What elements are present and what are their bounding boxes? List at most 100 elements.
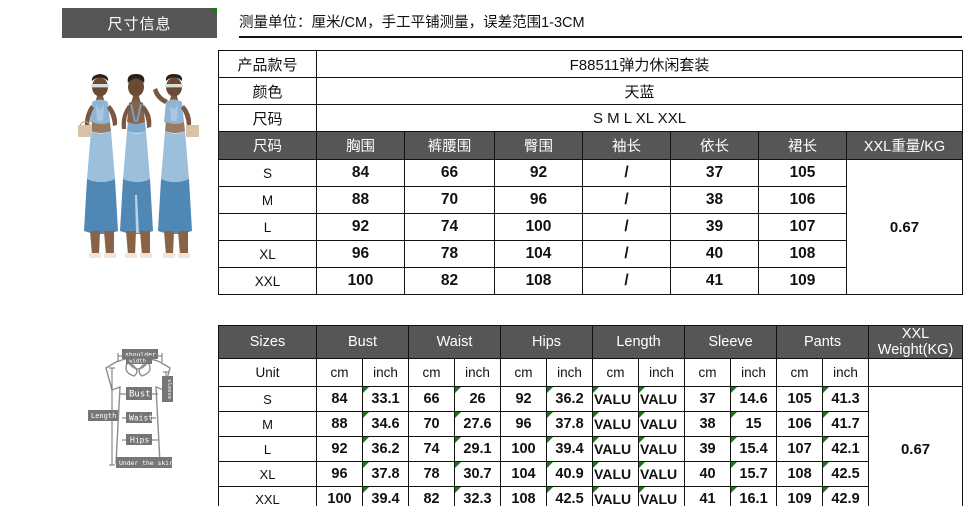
green-flag-icon	[593, 387, 600, 393]
table-unit-row: Unit cm inch cm inch cm inch cm inch cm …	[218, 358, 964, 387]
header-waist: 裤腰围	[404, 131, 495, 160]
cell-length-cm: VALU	[592, 411, 640, 437]
cell-pants-inch: 41.3	[822, 386, 870, 412]
table-header-row: Sizes Bust Waist Hips Length Sleeve Pant…	[218, 325, 964, 359]
cell-hips-inch: 37.8	[546, 411, 594, 437]
cell-pants-cm: 105	[776, 386, 824, 412]
diagram-label-shoulder-width: width	[129, 359, 146, 365]
table-row: S 84 33.1 66 26 92 36.2 VALU VALU 37 14.…	[218, 386, 964, 506]
cell-skirt: 109	[758, 267, 847, 295]
diagram-label-sleeve: sleeve	[166, 379, 172, 400]
cell-sleeve: /	[582, 159, 671, 187]
diagram-label-bust: Bust	[129, 390, 151, 400]
header-bust: 胸围	[316, 131, 405, 160]
cell-pants-cm: 108	[776, 461, 824, 487]
unit-inch: inch	[546, 358, 594, 387]
cell-bust-cm: 88	[316, 411, 363, 437]
unit-cm: cm	[776, 358, 824, 387]
measurement-diagram: shoulder width Bust Waist Hips Length sl…	[62, 332, 214, 502]
green-flag-icon	[455, 462, 462, 468]
cell-length-cm: VALU	[592, 486, 640, 506]
cell-size: XL	[218, 240, 317, 268]
green-flag-icon	[639, 487, 646, 493]
cell-waist: 82	[404, 267, 495, 295]
cell-sleeve-cm: 37	[684, 386, 732, 412]
cell-hips-inch: 36.2	[546, 386, 594, 412]
green-flag-icon	[547, 487, 554, 493]
cell-size: S	[218, 159, 317, 187]
cell-size: L	[218, 436, 317, 462]
cell-length-inch: VALU	[638, 461, 686, 487]
table-row: L 92 36.2 74 29.1 100 39.4 VALU VALU 39 …	[218, 436, 963, 462]
cell-hips-cm: 96	[500, 411, 548, 437]
cell-pants-inch: 42.9	[822, 486, 870, 506]
green-flag-icon	[363, 387, 369, 393]
cell-length-cm: VALU	[592, 386, 640, 412]
cell-skirt: 107	[758, 213, 847, 241]
cell-sleeve-inch: 15	[730, 411, 778, 437]
green-flag-icon	[639, 387, 646, 393]
cell-xxl-weight: 0.67	[868, 386, 964, 506]
cell-sleeve-inch: 15.4	[730, 436, 778, 462]
cell-waist-inch: 27.6	[454, 411, 502, 437]
green-flag-icon	[547, 412, 554, 418]
green-flag-icon	[639, 462, 646, 468]
cell-hips-inch: 39.4	[546, 436, 594, 462]
cell-waist-cm: 78	[408, 461, 456, 487]
header-pants: Pants	[776, 325, 870, 359]
table-header-row: 尺码 胸围 裤腰围 臀围 袖长 依长 裙长 XXL重量/KG	[218, 131, 963, 160]
green-flag-icon	[823, 437, 830, 443]
cell-pants-cm: 109	[776, 486, 824, 506]
product-model-images	[62, 55, 214, 265]
green-flag-icon	[823, 462, 830, 468]
unit-label: Unit	[218, 358, 317, 387]
unit-inch: inch	[361, 358, 410, 387]
cell-bust: 92	[316, 213, 405, 241]
green-flag-icon	[593, 462, 600, 468]
cell-length-inch: VALU	[638, 386, 686, 412]
cell-hips-cm: 104	[500, 461, 548, 487]
header-length: Length	[592, 325, 686, 359]
cell-sleeve-cm: 39	[684, 436, 732, 462]
cell-sleeve: /	[582, 267, 671, 295]
row-label: 产品款号	[218, 50, 317, 78]
unit-inch: inch	[638, 358, 686, 387]
banner: 尺寸信息 测量单位：厘米/CM，手工平铺测量，误差范围1-3CM	[62, 8, 962, 38]
green-flag-icon	[547, 437, 554, 443]
cell-pants-inch: 41.7	[822, 411, 870, 437]
cell-bust-inch: 33.1	[361, 386, 410, 412]
header-xxl-weight: XXL重量/KG	[846, 131, 963, 160]
cell-waist-cm: 66	[408, 386, 456, 412]
cell-bust-inch: 37.8	[361, 461, 410, 487]
cell-sleeve-inch: 15.7	[730, 461, 778, 487]
green-flag-icon	[731, 462, 738, 468]
green-flag-icon	[455, 437, 462, 443]
cell-hips: 100	[494, 213, 583, 241]
cell-hips: 104	[494, 240, 583, 268]
cell-sleeve-cm: 40	[684, 461, 732, 487]
cell-waist-inch: 26	[454, 386, 502, 412]
green-flag-icon	[731, 487, 738, 493]
green-flag-icon	[593, 412, 600, 418]
diagram-label-under-skirt: Under the skirt	[119, 459, 177, 467]
table-row-sizes: 尺码 S M L XL XXL	[218, 104, 963, 132]
cell-hips: 108	[494, 267, 583, 295]
header-hips: Hips	[500, 325, 594, 359]
cell-bust: 84	[316, 159, 405, 187]
table-row: S 84 66 92 / 37 105 0.67	[218, 159, 963, 295]
table-row: M 88 34.6 70 27.6 96 37.8 VALU VALU 38 1…	[218, 411, 963, 437]
cell-size: S	[218, 386, 317, 412]
cell-sleeve: /	[582, 186, 671, 214]
measurement-note: 测量单位：厘米/CM，手工平铺测量，误差范围1-3CM	[239, 8, 962, 38]
cell-waist-inch: 30.7	[454, 461, 502, 487]
cell-skirt: 108	[758, 240, 847, 268]
cell-waist: 74	[404, 213, 495, 241]
cell-length: 40	[670, 240, 759, 268]
green-flag-icon	[210, 8, 217, 15]
cell-length-inch: VALU	[638, 486, 686, 506]
table-row: XXL 100 39.4 82 32.3 108 42.5 VALU VALU …	[218, 486, 963, 506]
header-xxl-weight: XXL Weight(KG)	[868, 325, 964, 359]
green-flag-icon	[547, 462, 554, 468]
header-length: 依长	[670, 131, 759, 160]
cell-waist-cm: 74	[408, 436, 456, 462]
